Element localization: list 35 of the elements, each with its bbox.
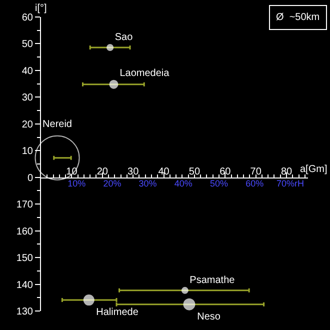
y-axis-title: i[°]	[35, 3, 47, 14]
x-tick-label: 80	[280, 166, 293, 178]
annotation: Ø ~50km	[276, 12, 320, 23]
x-tick-label: 70	[250, 166, 262, 178]
x-tick-label: 40	[158, 166, 170, 178]
x2-tick-label: 30%	[138, 178, 157, 189]
data-label: Laomedeia	[120, 68, 170, 79]
y-tick-label: 40	[22, 66, 34, 77]
x-tick-label: 60	[220, 166, 232, 178]
data-label: Nereid	[42, 118, 72, 130]
y-tick-label: 10	[22, 146, 34, 158]
x-tick-label: 50	[188, 166, 200, 178]
y-tick-label: 150	[16, 253, 34, 264]
x2-tick-label: 40%	[174, 178, 192, 189]
y-tick-label: 20	[22, 119, 34, 130]
y-tick-label: 130	[16, 306, 34, 318]
y-tick-label: 0	[27, 172, 34, 184]
x2-tick-label: 60%	[246, 178, 264, 189]
data-label: Psamathe	[190, 275, 236, 286]
y-tick-label: 170	[16, 200, 34, 211]
y-tick-label: 30	[22, 92, 34, 104]
x-tick-label: 20	[96, 166, 108, 178]
x2-tick-label: 20%	[103, 178, 122, 189]
y-tick-label: 50	[22, 39, 34, 50]
data-label: Neso	[197, 312, 221, 323]
x2-tick-label: 70%rH	[276, 178, 304, 189]
y-tick-label: 160	[16, 226, 34, 238]
x-tick-label: 30	[128, 166, 140, 178]
data-label: Halimede	[96, 306, 139, 318]
x-axis-title: a[Gm]	[300, 164, 328, 175]
x2-tick-label: 50%	[210, 178, 228, 189]
x2-tick-label: 10%	[68, 178, 86, 189]
data-label: Sao	[114, 32, 134, 44]
y-tick-label: 60	[22, 12, 34, 24]
y-tick-label: 140	[16, 280, 34, 291]
